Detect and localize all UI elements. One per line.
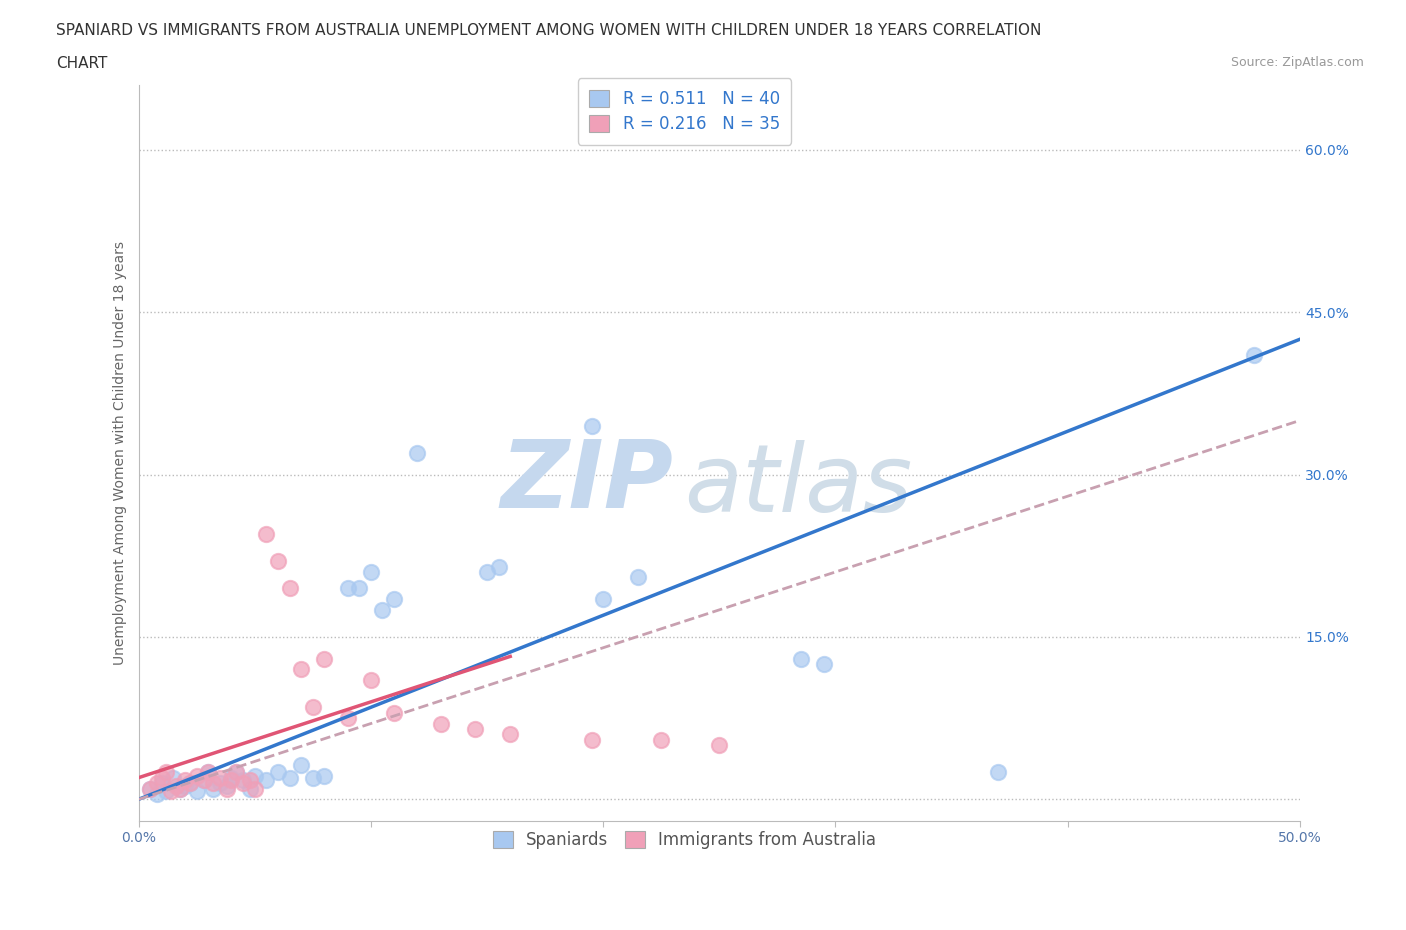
Point (1243, 348, 1265, 363)
Point (475, 565, 498, 579)
Point (254, 773, 277, 788)
Point (267, 553, 290, 568)
Point (221, 773, 243, 788)
Point (429, 716, 451, 731)
Point (267, 764, 290, 779)
Point (201, 781, 224, 796)
Point (139, 781, 162, 796)
Point (301, 770, 323, 785)
Point (139, 781, 162, 796)
Point (162, 770, 184, 785)
Point (406, 445, 429, 460)
Point (499, 727, 522, 742)
Point (254, 526, 277, 541)
Point (360, 565, 382, 579)
Point (360, 672, 382, 687)
Text: atlas: atlas (685, 441, 912, 532)
Point (592, 591, 614, 606)
Point (179, 776, 201, 790)
Point (314, 651, 336, 666)
Text: SPANIARD VS IMMIGRANTS FROM AUSTRALIA UNEMPLOYMENT AMONG WOMEN WITH CHILDREN UND: SPANIARD VS IMMIGRANTS FROM AUSTRALIA UN… (56, 23, 1042, 38)
Point (301, 700, 323, 715)
Point (371, 603, 394, 618)
Point (278, 580, 301, 595)
Point (155, 764, 177, 779)
Point (627, 570, 650, 585)
Point (488, 559, 510, 574)
Point (155, 783, 177, 798)
Point (290, 757, 312, 772)
Point (239, 773, 262, 788)
Point (146, 787, 169, 802)
Point (169, 781, 191, 796)
Point (197, 764, 219, 779)
Point (336, 580, 359, 595)
Y-axis label: Unemployment Among Women with Children Under 18 years: Unemployment Among Women with Children U… (114, 241, 128, 665)
Text: ZIP: ZIP (501, 436, 673, 528)
Point (650, 732, 672, 747)
Point (146, 776, 169, 790)
Point (336, 711, 359, 725)
Point (169, 781, 191, 796)
Point (174, 779, 197, 794)
Point (243, 768, 266, 783)
Point (150, 770, 173, 785)
Point (382, 591, 405, 606)
Point (243, 781, 266, 796)
Point (193, 773, 215, 788)
Point (186, 783, 208, 798)
Point (232, 776, 254, 790)
Point (193, 773, 215, 788)
Point (581, 732, 603, 747)
Point (215, 779, 238, 794)
Point (150, 776, 173, 790)
Point (208, 776, 231, 790)
Point (179, 776, 201, 790)
Legend: Spaniards, Immigrants from Australia: Spaniards, Immigrants from Australia (481, 819, 889, 860)
Point (225, 764, 247, 779)
Point (239, 781, 262, 796)
Point (174, 773, 197, 788)
Point (813, 657, 835, 671)
Point (789, 651, 811, 666)
Point (225, 764, 247, 779)
Point (581, 418, 603, 433)
Point (215, 781, 238, 796)
Point (709, 737, 731, 752)
Point (347, 580, 370, 595)
Point (382, 705, 405, 720)
Point (201, 776, 224, 790)
Point (987, 764, 1010, 779)
Point (232, 773, 254, 788)
Point (464, 722, 486, 737)
Point (314, 768, 336, 783)
Point (278, 770, 301, 785)
Point (208, 770, 231, 785)
Point (160, 783, 183, 798)
Point (165, 779, 187, 794)
Text: Source: ZipAtlas.com: Source: ZipAtlas.com (1230, 56, 1364, 69)
Text: CHART: CHART (56, 56, 108, 71)
Point (197, 764, 219, 779)
Point (186, 768, 208, 783)
Point (221, 770, 243, 785)
Point (290, 662, 312, 677)
